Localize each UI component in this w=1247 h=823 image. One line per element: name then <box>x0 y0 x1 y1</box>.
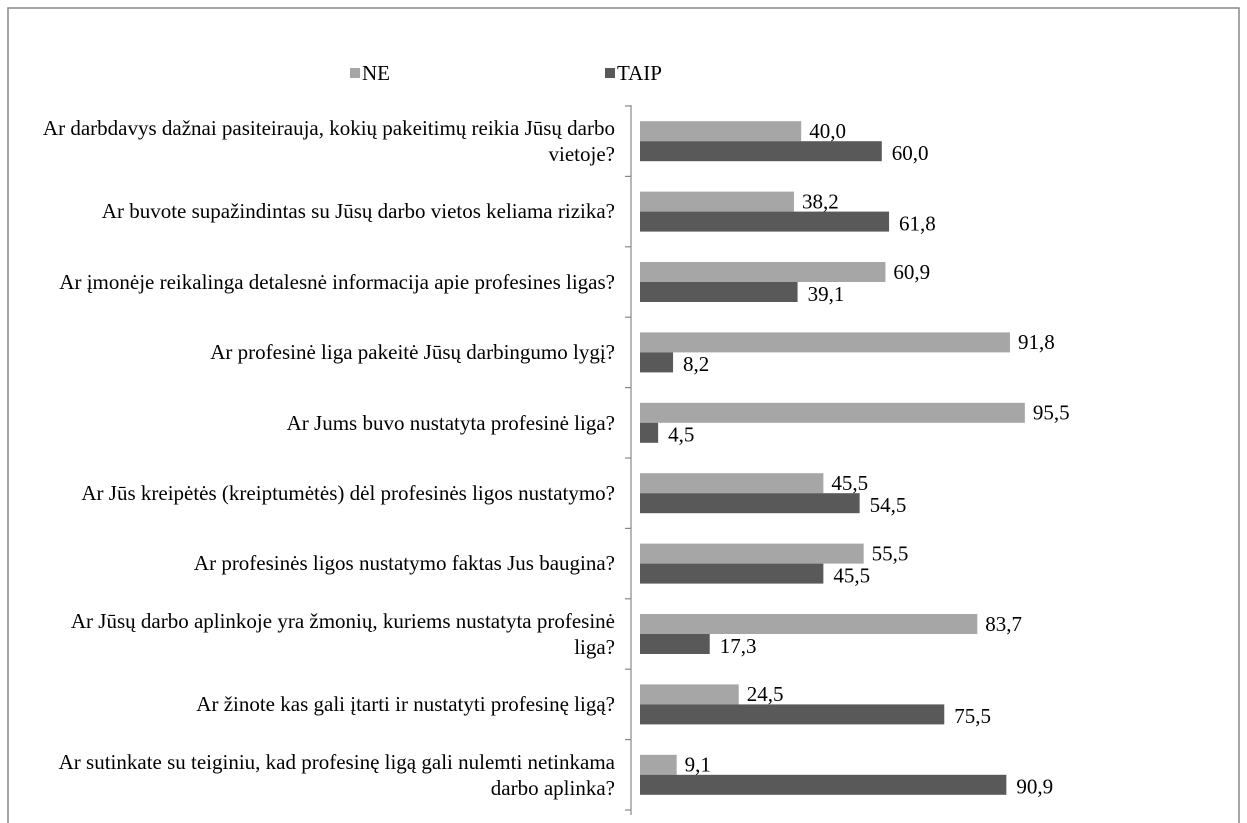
bar <box>640 402 1025 423</box>
category-label: Ar profesinė liga pakeitė Jūsų darbingum… <box>210 340 615 365</box>
data-label: 91,8 <box>1018 330 1055 354</box>
bar <box>640 684 739 705</box>
legend-label: NE <box>362 61 390 85</box>
category-label: Ar Jūsų darbo aplinkoje yra žmonių, kuri… <box>70 608 615 659</box>
data-label: 45,5 <box>831 471 868 495</box>
data-label: 8,2 <box>683 352 709 376</box>
bar <box>640 634 710 654</box>
bar <box>640 282 798 302</box>
bar <box>640 422 659 443</box>
category-label: Ar darbdavys dažnai pasiteirauja, kokių … <box>42 116 615 166</box>
data-label: 38,2 <box>802 189 839 213</box>
bar <box>640 141 882 162</box>
bar <box>640 754 677 775</box>
bar <box>640 121 802 142</box>
legend-label: TAIP <box>617 61 662 85</box>
data-label: 39,1 <box>808 282 845 306</box>
data-label: 75,5 <box>954 704 991 728</box>
data-label: 40,0 <box>809 119 846 143</box>
bar <box>640 563 824 584</box>
data-label: 9,1 <box>685 753 711 777</box>
bar <box>640 473 824 494</box>
bar <box>640 774 1007 795</box>
category-label: Ar buvote supažindintas su Jūsų darbo vi… <box>101 199 615 224</box>
bar <box>640 352 674 373</box>
category-label: Ar Jūs kreipėtės (kreiptumėtės) dėl prof… <box>81 481 615 505</box>
legend-swatch <box>350 68 360 78</box>
bar <box>640 211 890 232</box>
bar <box>640 493 860 514</box>
chart-frame <box>7 7 1240 823</box>
data-label: 55,5 <box>872 541 909 565</box>
data-label: 45,5 <box>833 563 870 587</box>
bar <box>640 704 945 725</box>
category-label: Ar įmonėje reikalinga detalesnė informac… <box>59 269 615 294</box>
data-label: 83,7 <box>985 612 1022 636</box>
data-label: 54,5 <box>870 493 907 517</box>
bar <box>640 191 794 212</box>
data-label: 90,9 <box>1016 775 1053 799</box>
data-label: 60,9 <box>893 260 930 284</box>
bar <box>640 332 1010 353</box>
category-label: Ar profesinės ligos nustatymo faktas Jus… <box>193 551 615 576</box>
data-label: 17,3 <box>720 634 757 658</box>
bar <box>640 543 864 564</box>
data-label: 60,0 <box>892 141 929 165</box>
bar <box>640 262 886 282</box>
bar <box>640 614 978 634</box>
category-label: Ar Jums buvo nustatyta profesinė liga? <box>286 410 615 435</box>
category-label: Ar žinote kas gali įtarti ir nustatyti p… <box>196 692 615 717</box>
category-label: Ar sutinkate su teiginiu, kad profesinę … <box>58 749 615 800</box>
data-label: 4,5 <box>668 423 694 447</box>
legend-swatch <box>605 68 615 78</box>
data-label: 24,5 <box>747 682 784 706</box>
data-label: 95,5 <box>1033 401 1070 425</box>
data-label: 61,8 <box>899 211 936 235</box>
